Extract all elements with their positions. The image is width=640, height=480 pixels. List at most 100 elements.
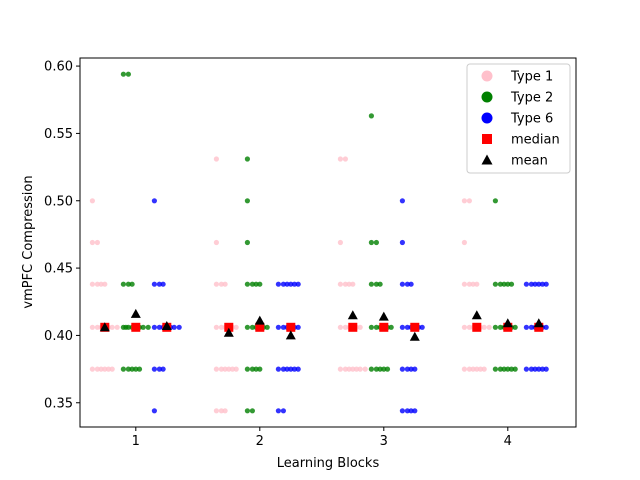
- y-tick-label: 0.45: [44, 262, 73, 277]
- data-point: [213, 366, 219, 372]
- data-point: [295, 366, 301, 372]
- data-point: [94, 239, 100, 246]
- data-point: [357, 324, 363, 330]
- data-point: [543, 281, 549, 287]
- data-point: [244, 324, 250, 330]
- data-point: [114, 324, 120, 330]
- data-point: [275, 408, 281, 414]
- data-point: [501, 366, 507, 372]
- data-point: [213, 408, 219, 414]
- x-axis: 1 2 3 4: [132, 427, 512, 449]
- data-point: [408, 366, 414, 372]
- data-point: [295, 281, 301, 287]
- x-tick-label: 3: [380, 434, 388, 449]
- median-marker: [131, 322, 141, 332]
- data-point: [136, 366, 143, 372]
- data-point: [253, 366, 259, 372]
- data-point: [381, 366, 387, 372]
- data-point: [353, 366, 360, 372]
- legend-box: [466, 63, 571, 174]
- data-point: [244, 408, 250, 414]
- data-point: [249, 324, 255, 330]
- data-point: [244, 198, 250, 204]
- data-point: [362, 366, 368, 372]
- data-point: [244, 156, 250, 162]
- data-point: [528, 281, 535, 287]
- data-point: [284, 366, 290, 372]
- data-point: [218, 366, 224, 372]
- data-point: [123, 324, 129, 330]
- data-point: [229, 366, 236, 372]
- data-point: [492, 366, 498, 372]
- data-point: [213, 239, 219, 246]
- legend: Type 1 Type 2 Type 6 median mean: [466, 63, 571, 174]
- legend-marker-triangle: [481, 154, 493, 165]
- data-point: [125, 366, 131, 372]
- data-point: [151, 281, 157, 287]
- data-point: [384, 366, 391, 372]
- data-point: [357, 366, 363, 372]
- data-point: [213, 324, 219, 330]
- data-point: [368, 366, 374, 372]
- data-point: [249, 408, 255, 414]
- data-point: [89, 324, 95, 330]
- median-marker: [472, 322, 482, 332]
- data-point: [536, 281, 542, 287]
- data-point: [280, 324, 286, 330]
- data-point: [176, 324, 182, 330]
- mean-marker: [99, 322, 110, 332]
- x-tick-label: 2: [256, 434, 264, 449]
- data-point: [213, 281, 219, 287]
- y-axis: 0.35 0.40 0.45 0.50 0.55 0.60: [44, 60, 80, 411]
- data-point: [474, 366, 480, 372]
- data-point: [404, 324, 410, 330]
- data-point: [233, 324, 239, 330]
- data-point: [133, 366, 139, 372]
- data-point: [497, 324, 503, 330]
- legend-marker-square: [482, 134, 492, 144]
- data-point: [399, 408, 405, 414]
- data-point: [466, 324, 472, 330]
- legend-label: median: [511, 133, 560, 148]
- data-point: [470, 366, 476, 372]
- data-point: [505, 281, 511, 287]
- median-marker: [224, 322, 234, 332]
- data-point: [109, 324, 115, 330]
- data-point: [532, 366, 538, 372]
- median-marker: [286, 322, 296, 332]
- data-point: [337, 281, 343, 287]
- data-point: [477, 366, 484, 372]
- data-point: [218, 324, 224, 330]
- data-point: [461, 239, 467, 246]
- data-point: [368, 239, 374, 246]
- data-point: [89, 239, 95, 246]
- data-point: [249, 366, 255, 372]
- data-point: [102, 366, 108, 372]
- median-marker: [348, 322, 358, 332]
- legend-label: Type 6: [510, 112, 553, 127]
- y-tick-label: 0.60: [44, 60, 73, 75]
- data-point: [512, 324, 518, 330]
- data-point: [399, 239, 405, 246]
- data-point: [399, 198, 405, 204]
- data-point: [539, 281, 546, 287]
- data-point: [523, 324, 530, 330]
- data-point: [350, 366, 356, 372]
- data-point: [275, 281, 281, 287]
- data-point: [291, 366, 298, 372]
- data-point: [404, 408, 410, 414]
- data-point: [346, 366, 352, 372]
- mean-marker: [161, 321, 172, 330]
- data-point: [346, 281, 352, 287]
- data-point: [275, 366, 281, 372]
- data-point: [461, 198, 467, 204]
- data-point: [497, 366, 503, 372]
- data-point: [342, 324, 348, 330]
- data-point: [539, 366, 546, 372]
- data-point: [342, 281, 348, 287]
- mean-marker: [130, 308, 141, 318]
- data-point: [523, 281, 530, 287]
- data-point: [226, 366, 232, 372]
- data-point: [508, 366, 515, 372]
